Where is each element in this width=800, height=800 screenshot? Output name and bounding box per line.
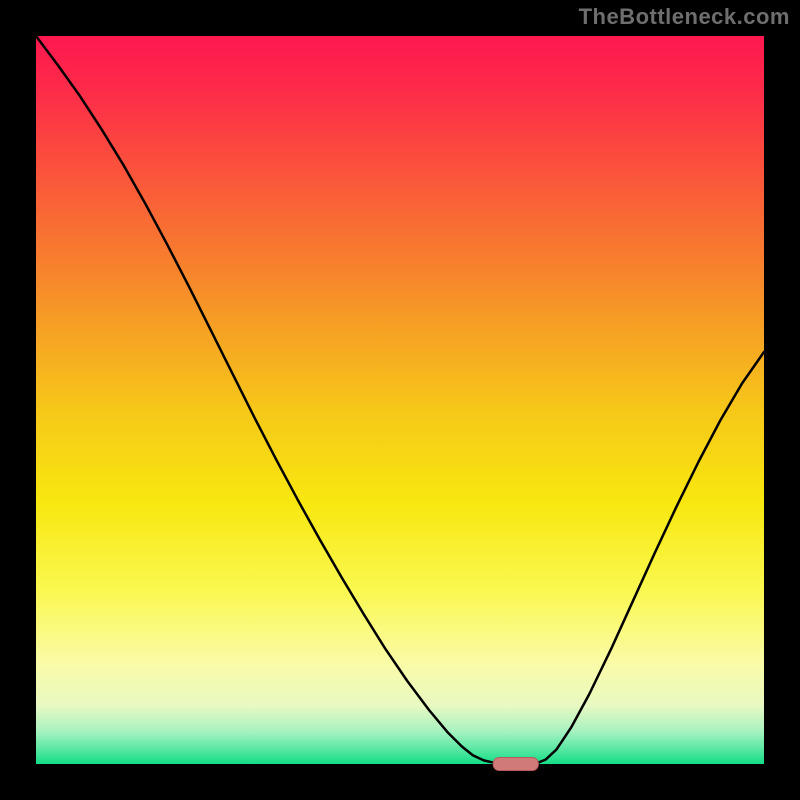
chart-container: TheBottleneck.com [0,0,800,800]
watermark-label: TheBottleneck.com [579,4,790,30]
chart-plot-area [36,36,764,764]
chart-svg [0,0,800,800]
optimal-range-marker [493,757,538,770]
